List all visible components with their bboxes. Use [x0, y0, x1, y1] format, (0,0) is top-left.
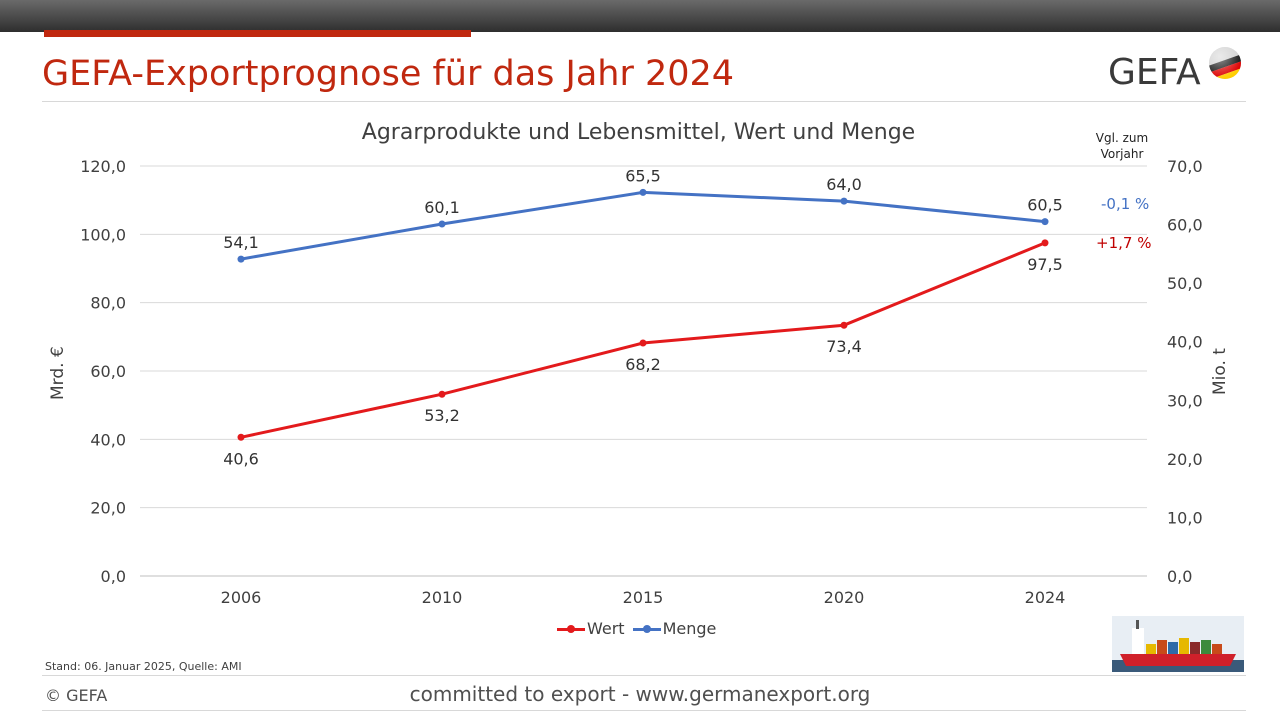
container-ship-icon — [1112, 616, 1244, 672]
data-point-wert — [840, 321, 848, 329]
y-right-tick-label: 30,0 — [1167, 391, 1203, 410]
logo-text: GEFA — [1108, 52, 1201, 93]
data-label-wert: 40,6 — [223, 449, 259, 468]
menge-change-label: -0,1 % — [1101, 195, 1150, 213]
x-tick-label: 2006 — [221, 588, 262, 607]
data-point-menge — [639, 188, 647, 196]
data-label-menge: 65,5 — [625, 166, 661, 185]
data-label-wert: 97,5 — [1027, 255, 1063, 274]
data-point-menge — [438, 220, 446, 228]
title-accent-bar — [44, 30, 471, 37]
chart-title: Agrarprodukte und Lebensmittel, Wert und… — [361, 120, 916, 145]
legend-item-wert: Wert — [557, 619, 625, 638]
y-right-tick-label: 60,0 — [1167, 216, 1203, 235]
y-left-tick-label: 100,0 — [80, 225, 126, 244]
comparison-header: Vgl. zum Vorjahr — [1095, 131, 1149, 161]
data-point-menge — [237, 255, 245, 263]
data-label-menge: 64,0 — [826, 175, 862, 194]
y-left-tick-label: 20,0 — [90, 499, 126, 518]
legend-wert-marker — [557, 623, 585, 635]
data-label-menge: 54,1 — [223, 233, 259, 252]
data-label-wert: 73,4 — [826, 337, 862, 356]
y-left-tick-label: 40,0 — [90, 430, 126, 449]
page-title: GEFA-Exportprognose für das Jahr 2024 — [42, 54, 735, 94]
globe-flag-icon — [1209, 47, 1241, 79]
y-right-tick-label: 70,0 — [1167, 157, 1203, 176]
series-line-menge — [240, 190, 1046, 261]
header-divider — [42, 101, 1246, 102]
data-point-wert — [639, 339, 647, 347]
footer-text: committed to export - www.germanexport.o… — [409, 682, 871, 706]
data-label-wert: 53,2 — [424, 406, 460, 425]
y-right-tick-label: 0,0 — [1167, 567, 1192, 586]
data-point-wert — [1041, 239, 1049, 247]
source-note: Stand: 06. Januar 2025, Quelle: AMI — [45, 660, 242, 673]
x-tick-label: 2020 — [824, 588, 865, 607]
footer-divider-top — [42, 675, 1246, 676]
data-point-wert — [438, 390, 446, 398]
y-right-tick-label: 10,0 — [1167, 508, 1203, 527]
legend-wert-label: Wert — [587, 619, 625, 638]
x-tick-label: 2010 — [422, 588, 463, 607]
x-tick-label: 2015 — [623, 588, 664, 607]
y-left-tick-label: 80,0 — [90, 294, 126, 313]
data-point-menge — [1041, 218, 1049, 226]
chart-legend: Wert Menge — [557, 619, 716, 638]
x-tick-label: 2024 — [1025, 588, 1066, 607]
wert-change-label: +1,7 % — [1096, 234, 1152, 252]
y-right-tick-label: 40,0 — [1167, 333, 1203, 352]
data-label-menge: 60,1 — [424, 198, 460, 217]
y-left-tick-label: 60,0 — [90, 362, 126, 381]
data-point-wert — [237, 433, 245, 441]
y-left-tick-label: 120,0 — [80, 157, 126, 176]
data-label-menge: 60,5 — [1027, 196, 1063, 215]
data-point-menge — [840, 197, 848, 205]
copyright: © GEFA — [45, 686, 108, 705]
y-right-tick-label: 50,0 — [1167, 274, 1203, 293]
y-right-tick-label: 20,0 — [1167, 450, 1203, 469]
legend-menge-marker — [632, 623, 661, 635]
legend-item-menge: Menge — [632, 619, 717, 638]
data-label-wert: 68,2 — [625, 355, 661, 374]
footer-divider-bottom — [42, 710, 1246, 711]
legend-menge-label: Menge — [662, 619, 717, 638]
top-bar — [0, 0, 1280, 32]
y-left-tick-label: 0,0 — [101, 567, 126, 586]
